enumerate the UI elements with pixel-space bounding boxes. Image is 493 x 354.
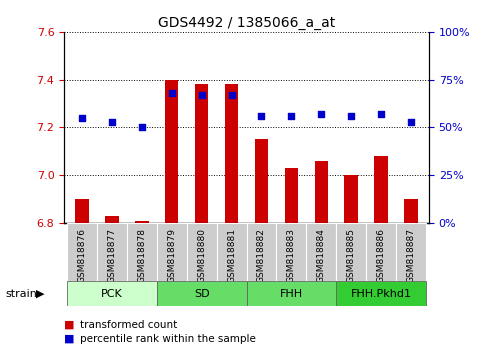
Bar — [336, 281, 426, 306]
Text: GDS4492 / 1385066_a_at: GDS4492 / 1385066_a_at — [158, 16, 335, 30]
Point — [168, 90, 176, 96]
Point — [108, 119, 116, 125]
Text: GSM818879: GSM818879 — [167, 228, 176, 283]
Text: GSM818876: GSM818876 — [77, 228, 87, 283]
Bar — [315, 161, 328, 223]
Text: SD: SD — [194, 289, 210, 299]
Point — [257, 113, 265, 119]
Text: GSM818880: GSM818880 — [197, 228, 206, 283]
Bar — [366, 223, 396, 281]
Text: FHH: FHH — [280, 289, 303, 299]
Bar — [97, 223, 127, 281]
Bar — [157, 281, 246, 306]
Bar — [157, 223, 187, 281]
Bar — [225, 84, 238, 223]
Bar — [255, 139, 268, 223]
Point — [78, 115, 86, 121]
Point — [287, 113, 295, 119]
Point — [377, 111, 385, 117]
Point — [407, 119, 415, 125]
Bar — [165, 80, 178, 223]
Point — [198, 92, 206, 98]
Bar — [75, 199, 89, 223]
Text: GSM818878: GSM818878 — [138, 228, 146, 283]
Bar — [246, 223, 277, 281]
Text: GSM818887: GSM818887 — [406, 228, 416, 283]
Bar — [374, 156, 388, 223]
Bar — [195, 84, 209, 223]
Bar — [345, 175, 358, 223]
Text: ▶: ▶ — [35, 289, 44, 299]
Text: GSM818885: GSM818885 — [347, 228, 355, 283]
Text: GSM818881: GSM818881 — [227, 228, 236, 283]
Text: ■: ■ — [64, 320, 74, 330]
Bar — [336, 223, 366, 281]
Text: GSM818886: GSM818886 — [377, 228, 386, 283]
Bar — [246, 281, 336, 306]
Text: GSM818882: GSM818882 — [257, 228, 266, 282]
Bar — [127, 223, 157, 281]
Bar — [67, 281, 157, 306]
Bar — [67, 223, 97, 281]
Text: GSM818883: GSM818883 — [287, 228, 296, 283]
Text: PCK: PCK — [101, 289, 123, 299]
Text: transformed count: transformed count — [80, 320, 177, 330]
Bar — [306, 223, 336, 281]
Text: FHH.Pkhd1: FHH.Pkhd1 — [351, 289, 412, 299]
Bar — [284, 168, 298, 223]
Point — [138, 125, 146, 130]
Bar — [187, 223, 216, 281]
Bar — [277, 223, 306, 281]
Bar — [105, 216, 119, 223]
Bar — [135, 221, 148, 223]
Bar — [216, 223, 246, 281]
Text: GSM818877: GSM818877 — [107, 228, 116, 283]
Point — [228, 92, 236, 98]
Text: strain: strain — [5, 289, 37, 299]
Bar — [396, 223, 426, 281]
Bar — [404, 199, 418, 223]
Text: percentile rank within the sample: percentile rank within the sample — [80, 334, 256, 344]
Point — [317, 111, 325, 117]
Text: GSM818884: GSM818884 — [317, 228, 326, 282]
Point — [347, 113, 355, 119]
Text: ■: ■ — [64, 334, 74, 344]
